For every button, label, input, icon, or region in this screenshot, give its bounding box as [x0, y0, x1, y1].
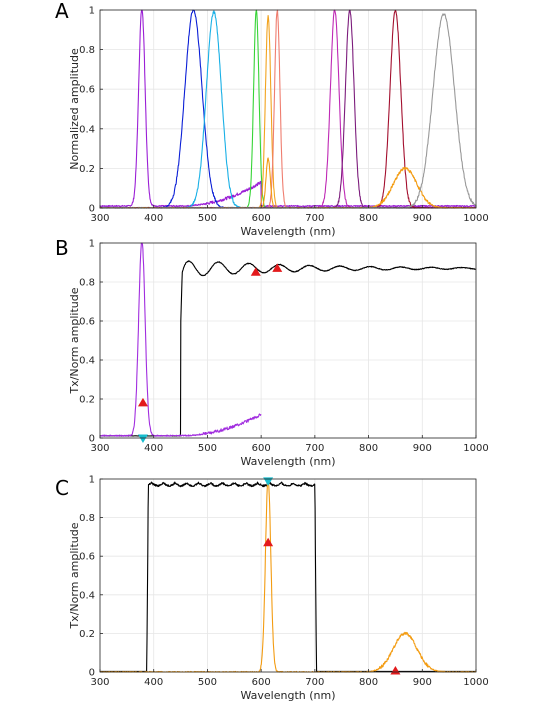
x-tick-label: 600	[252, 443, 271, 454]
x-tick-label: 900	[413, 677, 432, 688]
panel-c: C 300 400 500 600 700 800 900 1000 0 0.2 0.4 0.6 0.8…	[55, 475, 489, 703]
marker-triangle-up	[272, 263, 283, 272]
x-tick-label: 600	[252, 213, 271, 224]
y-tick-label: 0.4	[79, 590, 95, 601]
x-tick-label: 800	[359, 677, 378, 688]
series-line	[99, 9, 476, 209]
x-tick-label: 1000	[463, 213, 488, 224]
series-line	[99, 10, 476, 209]
x-tick-label: 900	[413, 213, 432, 224]
y-tick-label: 0	[89, 668, 95, 679]
x-axis-label: Wavelength (nm)	[240, 225, 335, 238]
x-tick-label: 400	[144, 677, 163, 688]
y-tick-label: 0.4	[79, 356, 95, 367]
x-tick-label: 800	[359, 213, 378, 224]
marker-triangle-down	[137, 434, 148, 443]
axes-box	[99, 9, 477, 209]
x-tick-label: 400	[144, 213, 163, 224]
series-line	[99, 14, 476, 209]
panel-a: A 300 400 500 600 700 800 900 1000 0 0.2 0.4 0.6 0.8…	[55, 0, 489, 238]
x-tick-label: 900	[413, 443, 432, 454]
axes-box	[99, 242, 477, 439]
series-line	[99, 9, 477, 209]
series-line	[99, 13, 477, 209]
y-tick-label: 0	[89, 434, 95, 445]
series-line	[99, 242, 262, 437]
y-tick-label: 0.8	[79, 278, 95, 289]
x-tick-label: 500	[198, 677, 217, 688]
y-tick-label: 0.8	[79, 45, 95, 56]
series-line	[99, 9, 476, 209]
panel-b: B 300 400 500 600 700 800 900 1000 0 0.2 0.4 0.6 0.8…	[55, 236, 489, 468]
x-tick-label: 1000	[463, 443, 488, 454]
y-axis-label: Normalized amplitude	[68, 48, 81, 170]
x-tick-label: 700	[305, 213, 324, 224]
x-tick-label: 1000	[463, 677, 488, 688]
y-tick-label: 0.2	[79, 629, 95, 640]
x-tick-label: 500	[198, 443, 217, 454]
x-axis-label: Wavelength (nm)	[240, 689, 335, 702]
x-tick-label: 800	[359, 443, 378, 454]
marker-triangle-down	[263, 477, 274, 486]
series-line	[99, 260, 476, 437]
x-tick-label: 600	[252, 677, 271, 688]
y-tick-label: 0.4	[79, 124, 95, 135]
y-tick-label: 1	[89, 239, 95, 250]
x-tick-label: 500	[198, 213, 217, 224]
x-tick-label: 400	[144, 443, 163, 454]
series-line	[99, 9, 477, 208]
x-axis-label: Wavelength (nm)	[240, 455, 335, 468]
x-tick-label: 700	[305, 677, 324, 688]
y-tick-label: 0.6	[79, 552, 95, 563]
marker-triangle-up	[390, 666, 401, 675]
marker-triangle-up	[137, 397, 148, 407]
marker-triangle-up	[263, 537, 274, 547]
series-line	[99, 9, 476, 209]
marker-triangle-up	[250, 267, 261, 276]
panel-letter-c: C	[55, 476, 69, 500]
x-tick-label: 300	[90, 443, 109, 454]
panel-letter-b: B	[55, 236, 69, 260]
y-tick-label: 0.2	[79, 164, 95, 175]
x-tick-label: 300	[90, 213, 109, 224]
series-line	[99, 9, 476, 209]
y-tick-label: 0.6	[79, 85, 95, 96]
x-tick-label: 700	[305, 443, 324, 454]
x-tick-label: 300	[90, 677, 109, 688]
axes-box	[99, 478, 477, 673]
y-tick-label: 0.8	[79, 513, 95, 524]
series-line	[99, 481, 476, 672]
y-tick-label: 0	[89, 204, 95, 215]
series-line	[99, 157, 476, 209]
y-tick-label: 0.6	[79, 317, 95, 328]
y-axis-label: Tx/Norm amplitude	[68, 522, 81, 629]
series-line	[99, 479, 476, 673]
y-tick-label: 1	[89, 6, 95, 17]
series-line	[99, 9, 476, 209]
y-axis-label: Tx/Norm amplitude	[68, 287, 81, 394]
panel-letter-a: A	[55, 0, 69, 23]
y-tick-label: 0.2	[79, 395, 95, 406]
y-tick-label: 1	[89, 475, 95, 486]
